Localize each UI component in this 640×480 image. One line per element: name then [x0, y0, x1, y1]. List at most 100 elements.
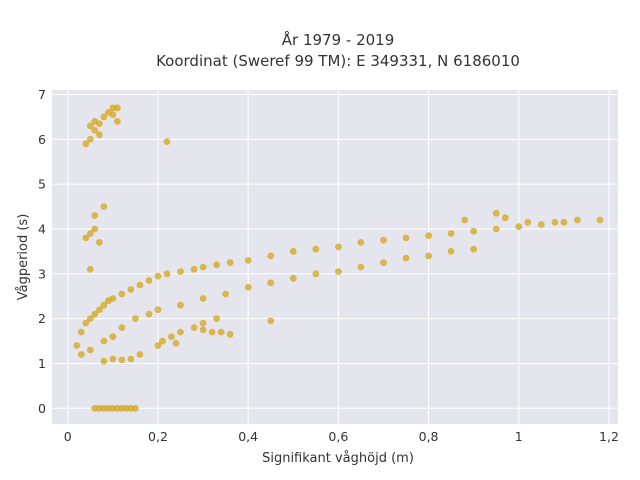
scatter-point	[380, 236, 387, 244]
x-tick-label: 0,8	[419, 429, 439, 444]
scatter-point	[312, 245, 320, 253]
tick-labels: 0 0,2 0,4 0,6 0,8 1 1,2 0 1 2 3 4 5 6 7	[38, 87, 619, 444]
scatter-point	[402, 254, 410, 262]
scatter-point	[222, 290, 230, 298]
scatter-point	[91, 212, 99, 219]
scatter-point	[86, 315, 94, 322]
y-axis-title: Vågperiod (s)	[16, 214, 31, 301]
scatter-point	[357, 263, 365, 271]
scatter-point	[100, 337, 108, 345]
scatter-point	[492, 209, 500, 217]
scatter-point	[177, 268, 184, 275]
scatter-point	[574, 216, 581, 224]
y-tick-label: 6	[38, 132, 46, 147]
y-tick-label: 3	[38, 266, 46, 281]
scatter-point	[73, 342, 81, 349]
scatter-point	[109, 355, 117, 363]
scatter-point	[82, 319, 90, 327]
scatter-point	[154, 306, 162, 314]
chart-title-line-2: Koordinat (Sweref 99 TM): E 349331, N 61…	[156, 52, 520, 70]
scatter-point	[267, 252, 275, 260]
scatter-point	[244, 283, 252, 291]
scatter-point	[289, 274, 297, 282]
scatter-point	[132, 315, 139, 322]
scatter-point	[596, 216, 604, 224]
x-tick-label: 1,2	[599, 429, 619, 444]
scatter-point	[226, 330, 234, 338]
y-tick-label: 2	[38, 311, 46, 326]
scatter-point	[357, 239, 365, 246]
scatter-point	[425, 252, 432, 260]
scatter-point	[127, 286, 135, 293]
scatter-point	[96, 131, 103, 139]
scatter-point	[163, 138, 171, 146]
y-tick-label: 1	[38, 356, 46, 371]
scatter-point	[537, 221, 545, 228]
scatter-point	[213, 315, 221, 322]
scatter-point	[447, 248, 455, 255]
scatter-point	[136, 281, 144, 289]
scatter-point	[100, 301, 108, 309]
scatter-point	[199, 263, 207, 271]
scatter-point	[551, 218, 559, 226]
scatter-point	[267, 279, 275, 287]
scatter-point	[114, 104, 121, 112]
scatter-point	[199, 326, 207, 334]
scatter-point	[127, 355, 135, 363]
scatter-point	[86, 346, 94, 354]
scatter-point	[132, 404, 139, 412]
y-tick-label: 0	[38, 401, 46, 416]
scatter-point	[159, 337, 166, 345]
scatter-point	[172, 339, 180, 347]
x-tick-label: 0,2	[148, 429, 168, 444]
scatter-point	[524, 218, 532, 226]
scatter-point	[145, 310, 153, 318]
grid-lines	[52, 90, 618, 424]
scatter-point	[470, 227, 478, 235]
scatter-point	[177, 328, 184, 336]
scatter-point	[217, 328, 225, 336]
scatter-point	[190, 265, 198, 273]
scatter-point	[177, 301, 184, 309]
scatter-point	[100, 113, 108, 121]
scatter-point	[96, 239, 103, 246]
scatter-point	[100, 203, 108, 211]
scatter-point	[77, 328, 85, 336]
scatter-point	[118, 356, 126, 364]
scatter-point	[86, 230, 94, 237]
scatter-point	[82, 234, 90, 242]
scatter-point	[109, 111, 117, 119]
scatter-point	[199, 295, 207, 302]
x-tick-label: 0,4	[238, 429, 258, 444]
scatter-point	[82, 140, 90, 148]
scatter-point	[335, 243, 342, 251]
y-tick-label: 5	[38, 177, 46, 192]
scatter-point	[136, 351, 144, 358]
scatter-point	[109, 333, 117, 340]
scatter-point	[402, 234, 410, 242]
scatter-point	[470, 245, 478, 253]
scatter-point	[154, 272, 162, 280]
y-tick-label: 7	[38, 87, 46, 102]
scatter-point	[289, 248, 297, 255]
chart-title-line-1: År 1979 - 2019	[282, 30, 395, 49]
scatter-point	[145, 277, 153, 284]
scatter-point	[492, 225, 500, 233]
scatter-point	[118, 290, 126, 298]
x-tick-label: 0,6	[328, 429, 348, 444]
scatter-point	[154, 342, 162, 349]
scatter-point	[163, 270, 171, 278]
scatter-point	[560, 218, 568, 226]
scatter-point	[213, 261, 221, 269]
data-points	[73, 104, 604, 412]
scatter-point	[461, 216, 469, 224]
scatter-point	[118, 324, 126, 331]
y-tick-label: 4	[38, 221, 46, 236]
x-axis-title: Signifikant våghöjd (m)	[262, 451, 414, 466]
x-tick-label: 1	[515, 429, 523, 444]
scatter-point	[109, 295, 117, 302]
scatter-point	[114, 118, 121, 125]
scatter-point	[267, 317, 275, 325]
